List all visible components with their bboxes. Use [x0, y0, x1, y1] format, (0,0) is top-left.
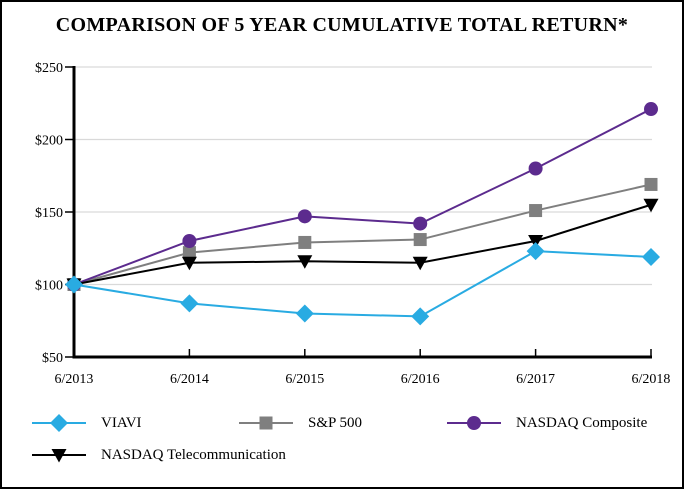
marker-viavi [526, 242, 545, 261]
x-tick-label: 6/2013 [55, 372, 94, 387]
marker-nasdaq-telecommunication [528, 235, 544, 249]
marker-s-p-500 [413, 233, 427, 247]
nasdaq-composite-circle-icon [447, 416, 501, 430]
marker-viavi [642, 247, 660, 266]
series-line-nasdaq-telecommunication [73, 203, 652, 286]
marker-viavi [65, 275, 83, 294]
legend-marker-nasdaq-telecommunication [51, 449, 67, 463]
nasdaq-telecom-triangle-icon [32, 449, 86, 463]
y-tick-label: $100 [35, 279, 63, 294]
legend-label-nasdaq-telecom: NASDAQ Telecommunication [101, 446, 286, 463]
legend-marker-s-p-500 [259, 416, 273, 430]
marker-s-p-500 [298, 235, 312, 249]
series-line-s-p-500 [73, 183, 652, 286]
chart-title: COMPARISON OF 5 YEAR CUMULATIVE TOTAL RE… [55, 14, 629, 36]
x-tick-label: 6/2016 [401, 372, 440, 387]
marker-nasdaq-composite [413, 216, 428, 231]
marker-nasdaq-telecommunication [181, 256, 197, 271]
legend-marker-nasdaq-composite [467, 416, 481, 430]
marker-nasdaq-telecommunication [643, 198, 659, 213]
sp500-square-icon [239, 416, 293, 430]
x-tick-label: 6/2017 [516, 372, 555, 387]
legend-label-viavi: VIAVI [101, 414, 142, 431]
marker-nasdaq-composite [528, 161, 543, 176]
marker-viavi [411, 307, 430, 326]
marker-nasdaq-telecommunication [297, 255, 313, 269]
marker-viavi [180, 294, 199, 313]
y-tick-label: $250 [35, 61, 63, 76]
x-tick-label: 6/2015 [285, 372, 324, 387]
y-tick-label: $50 [42, 351, 63, 366]
marker-nasdaq-telecommunication [412, 256, 428, 271]
legend-marker-viavi [50, 414, 68, 432]
marker-s-p-500 [529, 204, 543, 218]
legend-item-sp500: S&P 500 [239, 411, 362, 435]
legend-item-nasdaq-telecom: NASDAQ Telecommunication [32, 443, 286, 467]
series-line-viavi [73, 250, 652, 318]
legend-label-sp500: S&P 500 [308, 414, 363, 431]
marker-s-p-500 [644, 177, 658, 191]
y-tick-label: $150 [35, 206, 63, 221]
x-tick-label: 6/2018 [632, 372, 671, 387]
legend-item-viavi: VIAVI [32, 411, 142, 435]
marker-nasdaq-composite [644, 102, 658, 117]
marker-nasdaq-composite [297, 209, 312, 224]
marker-s-p-500 [182, 246, 196, 260]
legend-label-nasdaq-composite: NASDAQ Composite [516, 414, 648, 431]
legend-item-nasdaq-composite: NASDAQ Composite [447, 411, 647, 435]
series-line-nasdaq-composite [73, 108, 652, 286]
marker-nasdaq-composite [182, 234, 197, 248]
marker-viavi [295, 304, 314, 323]
viavi-diamond-icon [32, 414, 86, 432]
x-tick-label: 6/2014 [170, 372, 209, 387]
y-tick-label: $200 [35, 134, 63, 149]
